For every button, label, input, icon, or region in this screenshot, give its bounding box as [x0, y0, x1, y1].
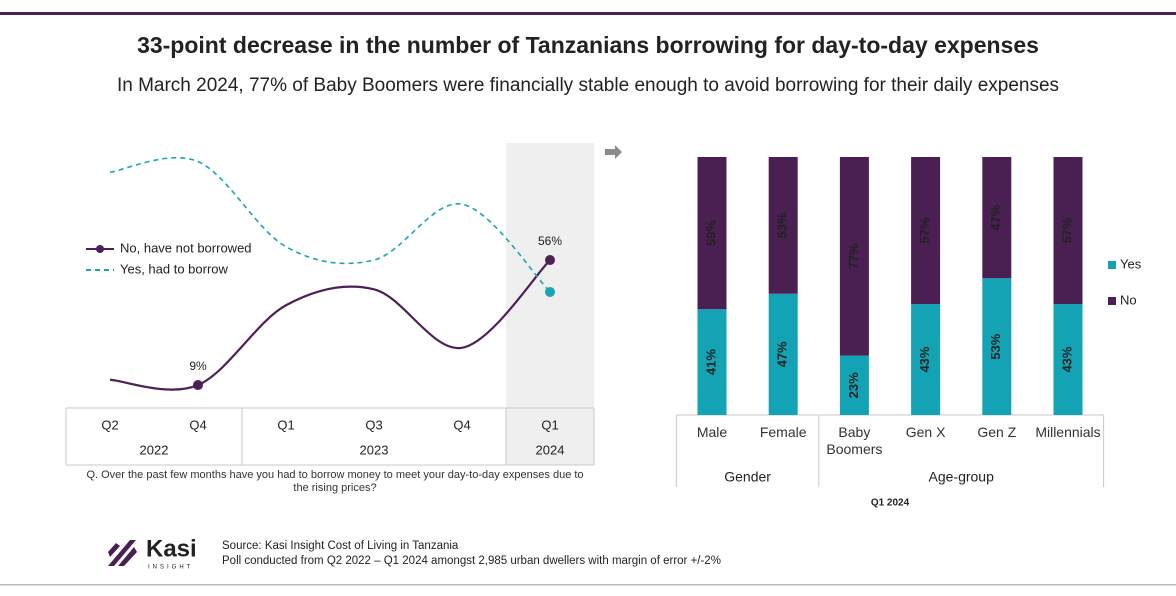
x-tick-label: Q1	[277, 417, 294, 432]
x-tick-label-box: Millennials	[1035, 424, 1101, 440]
x-tick-label: Gen X	[905, 424, 946, 440]
legend-label: Yes	[1120, 256, 1142, 271]
legend-label: Yes, had to borrow	[120, 261, 229, 276]
highlight-band	[506, 143, 594, 465]
legend-label: No, have not borrowed	[120, 240, 252, 255]
data-label: 43%	[1059, 346, 1074, 372]
x-axis-title: Q1 2024	[871, 498, 910, 509]
bar-segment	[768, 157, 798, 294]
x-tick-label: Male	[696, 424, 728, 440]
bar-segment	[911, 304, 941, 415]
series-line	[109, 156, 551, 293]
bar-segment	[1053, 304, 1083, 415]
group-label: 2023	[360, 442, 389, 457]
arrow-icon	[605, 145, 622, 159]
data-label: 53%	[775, 212, 790, 238]
bottom-rule	[0, 584, 1176, 586]
point-marker	[545, 286, 555, 297]
legend-swatch	[1108, 261, 1116, 269]
data-label: 77%	[846, 243, 861, 269]
bar-segment	[982, 157, 1012, 279]
bar-segment	[839, 157, 869, 356]
x-tick-label-box: Gen X	[905, 424, 946, 440]
x-tick-label: Q4	[453, 417, 470, 432]
bar-segment	[911, 157, 941, 305]
data-label: 53%	[988, 333, 1003, 359]
data-label: 9%	[189, 359, 207, 373]
legend-marker	[96, 245, 104, 253]
top-rule	[0, 12, 1176, 15]
note-box: Q. Over the past few months have you had…	[86, 469, 584, 495]
x-tick-label: Q1	[541, 417, 558, 432]
x-tick-label: Q2	[101, 417, 118, 432]
data-label: 57%	[917, 217, 932, 243]
data-label: 56%	[538, 234, 562, 248]
bar-segment	[839, 355, 869, 415]
data-label: 41%	[703, 349, 718, 375]
group-label: 2022	[140, 442, 169, 457]
legend-label: No	[1120, 292, 1137, 307]
x-tick-label-box: Female	[759, 424, 807, 440]
logo-icon	[108, 540, 137, 566]
data-label: 47%	[775, 341, 790, 367]
data-label: 57%	[1059, 217, 1074, 243]
note: Q. Over the past few months have you had…	[86, 469, 584, 495]
logo-sub: INSIGHT	[148, 565, 193, 571]
x-tick-label: Q4	[189, 417, 206, 432]
bar-segment	[982, 278, 1012, 415]
data-label: 59%	[703, 220, 718, 246]
data-label: 47%	[988, 204, 1003, 230]
x-tick-label: Female	[759, 424, 807, 440]
data-label: 43%	[917, 346, 932, 372]
bar-segment	[1053, 157, 1083, 305]
source: Source: Kasi Insight Cost of Living in T…	[222, 540, 459, 552]
bar-segment	[768, 293, 798, 415]
subtitle: In March 2024, 77% of Baby Boomers were …	[117, 75, 1059, 96]
group-label: Gender	[724, 469, 771, 485]
group-label: 2024	[536, 442, 565, 457]
x-tick-label-box: Male	[696, 424, 728, 440]
x-tick-label: Millennials	[1035, 424, 1101, 440]
x-tick-label-box: Gen Z	[977, 424, 1017, 440]
data-label: 23%	[846, 372, 861, 398]
logo-text: Kasi	[146, 535, 197, 562]
series-line	[109, 259, 551, 391]
x-tick-label: Gen Z	[977, 424, 1017, 440]
point-marker	[193, 380, 203, 391]
legend-swatch	[1108, 297, 1116, 305]
group-label: Age-group	[929, 469, 995, 485]
point-marker	[545, 255, 555, 266]
bar-segment	[697, 309, 727, 415]
x-tick-label-box: Baby Boomers	[826, 424, 883, 457]
title: 33-point decrease in the number of Tanza…	[137, 32, 1039, 58]
x-tick-label: Baby Boomers	[826, 424, 883, 457]
bar-segment	[697, 157, 727, 310]
poll-note: Poll conducted from Q2 2022 – Q1 2024 am…	[222, 555, 721, 567]
x-tick-label: Q3	[365, 417, 382, 432]
